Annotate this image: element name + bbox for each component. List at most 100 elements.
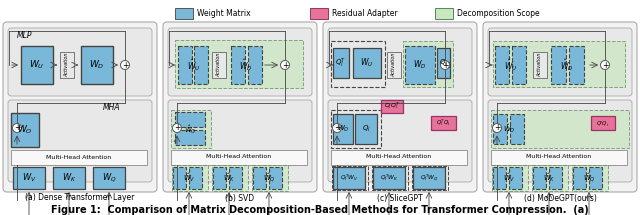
Bar: [331, 150, 467, 165]
Bar: [512, 46, 526, 84]
Circle shape: [280, 60, 289, 69]
Bar: [229, 167, 242, 189]
Bar: [172, 165, 208, 191]
Text: Decomposition Scope: Decomposition Scope: [457, 9, 540, 18]
Text: $\hat{W}_D$: $\hat{W}_D$: [239, 57, 253, 73]
Text: $Q_l^T W_Q$: $Q_l^T W_Q$: [420, 173, 438, 183]
FancyBboxPatch shape: [328, 100, 472, 182]
Text: Figure 1:  Comparison of Matrix Decomposition-Based Methods for Transformer Comp: Figure 1: Comparison of Matrix Decomposi…: [51, 205, 589, 215]
Text: Activation: Activation: [65, 53, 70, 77]
FancyBboxPatch shape: [488, 100, 632, 182]
Text: Multi-Head Attention: Multi-Head Attention: [46, 155, 111, 160]
Bar: [53, 167, 85, 189]
Text: $W_Q$: $W_Q$: [102, 172, 116, 184]
Text: (a) Dense Transformer Layer: (a) Dense Transformer Layer: [26, 194, 134, 203]
Bar: [532, 165, 568, 191]
Bar: [331, 41, 385, 87]
Bar: [269, 167, 282, 189]
Text: $Q_l$: $Q_l$: [362, 124, 371, 134]
Circle shape: [493, 123, 502, 132]
Text: $\hat{W}_D$: $\hat{W}_D$: [560, 57, 573, 73]
FancyBboxPatch shape: [323, 22, 477, 192]
Bar: [175, 130, 205, 145]
Bar: [510, 114, 524, 144]
Bar: [171, 150, 307, 165]
Bar: [491, 110, 629, 148]
Text: +: +: [174, 123, 180, 132]
Text: Residual Adapter: Residual Adapter: [332, 9, 397, 18]
Bar: [492, 165, 528, 191]
Text: $W_D$: $W_D$: [413, 59, 427, 71]
Text: $\hat{W}_V$: $\hat{W}_V$: [502, 172, 515, 184]
Bar: [493, 114, 507, 144]
FancyBboxPatch shape: [488, 28, 632, 96]
Circle shape: [120, 60, 129, 69]
Text: +: +: [442, 60, 448, 69]
Text: MHA: MHA: [103, 103, 120, 112]
FancyBboxPatch shape: [8, 28, 152, 96]
Bar: [431, 116, 456, 130]
Bar: [231, 46, 245, 84]
Bar: [21, 46, 53, 84]
Bar: [387, 52, 401, 78]
Bar: [333, 48, 349, 78]
Bar: [589, 167, 602, 189]
Text: $W_U$: $W_U$: [29, 59, 45, 71]
Bar: [213, 167, 226, 189]
Circle shape: [173, 123, 182, 132]
Bar: [569, 46, 584, 84]
Text: +: +: [282, 60, 288, 69]
Circle shape: [600, 60, 609, 69]
Text: Activation: Activation: [392, 53, 397, 77]
Bar: [333, 167, 365, 189]
Bar: [310, 8, 328, 19]
Text: $\hat{W}_Q$: $\hat{W}_Q$: [262, 172, 275, 184]
Text: $W_D$: $W_D$: [89, 59, 105, 71]
Bar: [332, 166, 368, 190]
Bar: [591, 116, 615, 130]
Bar: [11, 150, 147, 165]
Bar: [437, 48, 450, 78]
Text: $W_O$: $W_O$: [337, 124, 349, 134]
Bar: [353, 48, 381, 78]
Bar: [495, 46, 509, 84]
Bar: [175, 112, 205, 127]
Text: $\hat{W}_K$: $\hat{W}_K$: [543, 172, 556, 184]
Bar: [413, 167, 445, 189]
Text: Multi-Head Attention: Multi-Head Attention: [366, 155, 431, 160]
Bar: [175, 8, 193, 19]
Circle shape: [440, 60, 449, 69]
Bar: [333, 114, 353, 144]
Bar: [381, 100, 403, 113]
Text: $W_O$: $W_O$: [17, 124, 33, 136]
Text: $\hat{W}_K$: $\hat{W}_K$: [223, 172, 236, 184]
Bar: [403, 41, 453, 87]
Text: MLP: MLP: [17, 32, 33, 40]
Text: +: +: [334, 123, 340, 132]
Bar: [509, 167, 522, 189]
Text: $Q_l$: $Q_l$: [438, 58, 447, 68]
Text: $W_U$: $W_U$: [360, 57, 374, 69]
Text: +: +: [602, 60, 608, 69]
Bar: [81, 46, 113, 84]
Bar: [253, 167, 266, 189]
Bar: [189, 167, 202, 189]
Bar: [212, 52, 226, 78]
Bar: [212, 165, 248, 191]
Text: $\hat{W}_Q$: $\hat{W}_Q$: [582, 172, 595, 184]
FancyBboxPatch shape: [8, 100, 152, 182]
Bar: [412, 166, 448, 190]
Text: $Q_l^T W_K$: $Q_l^T W_K$: [380, 173, 398, 183]
Text: Multi-Head Attention: Multi-Head Attention: [526, 155, 591, 160]
Bar: [493, 41, 625, 87]
Bar: [533, 52, 547, 78]
Bar: [372, 166, 408, 190]
Bar: [572, 165, 608, 191]
Bar: [405, 46, 435, 84]
Text: $Q'Q_i$: $Q'Q_i$: [596, 118, 610, 127]
Bar: [549, 167, 562, 189]
Text: $Q_l^T$: $Q_l^T$: [335, 56, 347, 70]
Text: +: +: [494, 123, 500, 132]
Text: +: +: [14, 123, 20, 132]
FancyBboxPatch shape: [168, 100, 312, 182]
